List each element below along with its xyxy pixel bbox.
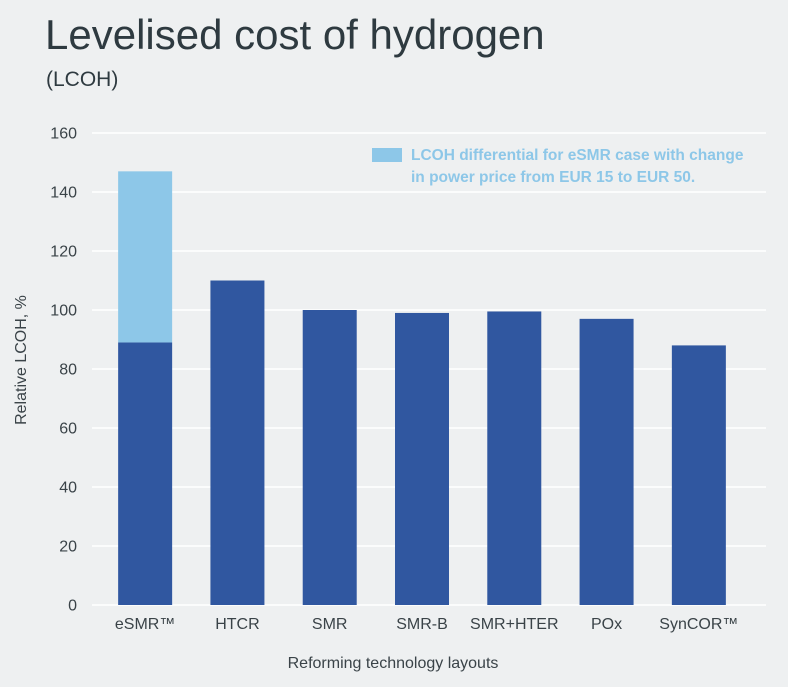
- y-tick-label: 100: [50, 303, 77, 320]
- x-tick-label: SMR-B: [396, 616, 448, 633]
- x-axis-ticks: eSMR™ HTCR SMR SMR-B SMR+HTER POx SynCOR™: [115, 616, 739, 633]
- bar-smr: [302, 310, 357, 605]
- y-tick-label: 0: [68, 598, 77, 615]
- bar-htcr: [210, 280, 265, 605]
- bars: [118, 171, 726, 605]
- y-tick-label: 60: [59, 421, 77, 438]
- x-tick-label: HTCR: [215, 616, 259, 633]
- chart-title: Levelised cost of hydrogen: [45, 11, 545, 58]
- x-tick-label: SMR: [312, 616, 348, 633]
- y-axis-label: Relative LCOH, %: [13, 295, 30, 425]
- bar-smr-b: [395, 312, 449, 605]
- y-tick-label: 20: [59, 539, 77, 556]
- bar-smr-hter: [487, 311, 542, 605]
- legend-label: LCOH differential for eSMR case with cha…: [411, 147, 744, 186]
- x-tick-label: eSMR™: [115, 616, 175, 633]
- y-tick-label: 160: [50, 126, 77, 143]
- x-tick-label: POx: [591, 616, 622, 633]
- chart-subtitle: (LCOH): [46, 68, 118, 91]
- x-axis-label: Reforming technology layouts: [288, 655, 499, 672]
- y-axis-ticks: 0 20 40 60 80 100 120 140 160: [50, 126, 77, 615]
- y-tick-label: 80: [59, 362, 77, 379]
- x-tick-label: SMR+HTER: [470, 616, 558, 633]
- legend-swatch: [372, 148, 402, 162]
- bar-syncor: [671, 345, 726, 605]
- y-tick-label: 120: [50, 244, 77, 261]
- y-tick-label: 40: [59, 480, 77, 497]
- differential-bar-esmr: [118, 171, 173, 343]
- bar-pox: [579, 318, 634, 605]
- y-tick-label: 140: [50, 185, 77, 202]
- bar-esmr: [118, 342, 173, 605]
- x-tick-label: SynCOR™: [659, 616, 738, 633]
